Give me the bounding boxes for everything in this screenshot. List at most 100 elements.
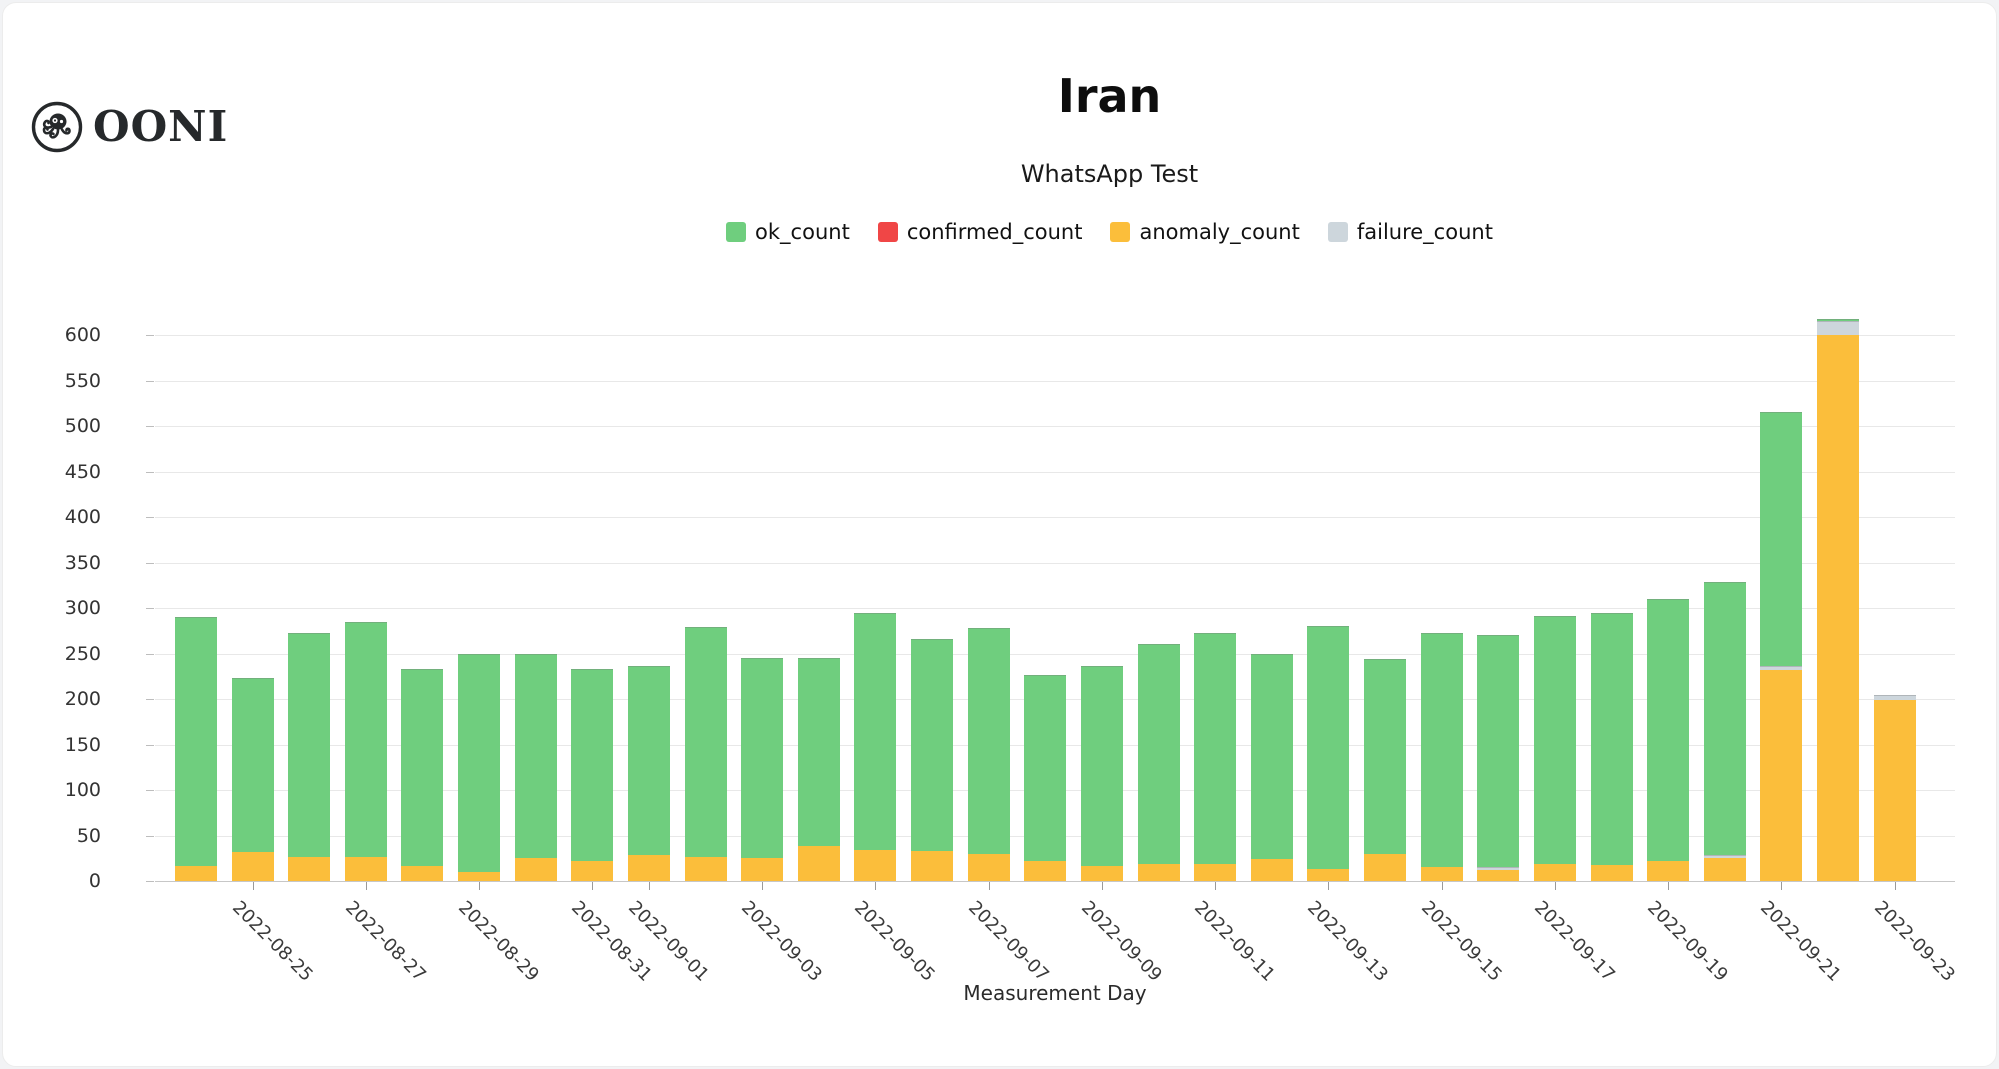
bar-2022-09-03-anomaly_count[interactable] (741, 858, 784, 881)
bar-2022-09-07-anomaly_count[interactable] (967, 853, 1010, 881)
bar-2022-09-14-ok_count[interactable] (1364, 658, 1407, 854)
y-axis-label-500: 500 (64, 415, 101, 437)
bar-2022-09-21-ok_count[interactable] (1760, 412, 1803, 667)
x-tick-2022-09-07 (988, 882, 990, 890)
legend-item-anomaly_count[interactable]: anomaly_count (1110, 220, 1300, 244)
x-axis-line (155, 881, 1955, 882)
bar-2022-09-17-ok_count[interactable] (1533, 616, 1576, 864)
y-tick-300 (146, 608, 154, 609)
bar-2022-09-10-anomaly_count[interactable] (1137, 863, 1180, 881)
gridline-550 (155, 380, 1955, 382)
bar-2022-08-29-ok_count[interactable] (458, 653, 501, 872)
bar-2022-09-13-ok_count[interactable] (1307, 626, 1350, 870)
bar-2022-08-24-anomaly_count[interactable] (175, 865, 217, 881)
bar-2022-09-18-ok_count[interactable] (1590, 612, 1633, 865)
x-tick-2022-09-13 (1328, 882, 1330, 890)
bar-2022-09-21-failure_count[interactable] (1760, 666, 1803, 670)
bar-2022-09-02-ok_count[interactable] (684, 627, 727, 858)
bar-2022-09-20-ok_count[interactable] (1703, 581, 1746, 855)
bar-2022-09-16-ok_count[interactable] (1477, 635, 1520, 868)
bar-2022-08-30-anomaly_count[interactable] (514, 858, 557, 881)
legend-item-failure_count[interactable]: failure_count (1327, 220, 1493, 244)
bar-2022-09-14-anomaly_count[interactable] (1364, 853, 1407, 881)
x-tick-2022-09-21 (1781, 882, 1783, 890)
bar-2022-09-19-anomaly_count[interactable] (1647, 860, 1690, 881)
bar-2022-09-22-failure_count[interactable] (1816, 321, 1859, 335)
bar-2022-09-11-anomaly_count[interactable] (1194, 863, 1237, 881)
bar-2022-09-05-ok_count[interactable] (854, 613, 897, 851)
legend-swatch-failure_count (1327, 221, 1348, 242)
bar-2022-08-26-anomaly_count[interactable] (288, 857, 331, 881)
bar-2022-08-25-anomaly_count[interactable] (231, 851, 274, 881)
bar-2022-09-17-anomaly_count[interactable] (1533, 863, 1576, 881)
gridline-400 (155, 517, 1955, 518)
bar-2022-09-23-failure_count[interactable] (1873, 695, 1916, 700)
bar-2022-09-23-anomaly_count[interactable] (1873, 699, 1916, 881)
bar-2022-09-20-failure_count[interactable] (1703, 854, 1746, 859)
bar-2022-08-30-ok_count[interactable] (514, 653, 557, 859)
bar-2022-09-11-ok_count[interactable] (1194, 632, 1237, 864)
bar-2022-09-01-anomaly_count[interactable] (627, 854, 670, 881)
legend: ok_count confirmed_count anomaly_count fail… (223, 220, 1996, 244)
bar-2022-09-09-anomaly_count[interactable] (1080, 865, 1123, 881)
bar-2022-08-27-anomaly_count[interactable] (344, 857, 387, 881)
bar-2022-09-06-ok_count[interactable] (911, 638, 954, 851)
bar-2022-09-06-anomaly_count[interactable] (911, 850, 954, 881)
bar-2022-09-16-anomaly_count[interactable] (1477, 870, 1520, 881)
x-axis-label-2022-09-19: 2022-09-19 (1643, 897, 1733, 986)
bar-2022-08-29-anomaly_count[interactable] (458, 871, 501, 881)
bar-2022-09-15-anomaly_count[interactable] (1420, 867, 1463, 881)
chart-header: Iran WhatsApp Test ok_count confirmed_cou… (223, 3, 1996, 244)
bar-2022-08-28-anomaly_count[interactable] (401, 865, 444, 881)
y-axis-label-50: 50 (76, 824, 101, 847)
bar-2022-08-27-ok_count[interactable] (344, 621, 387, 858)
x-tick-2022-08-29 (479, 882, 481, 890)
x-axis-label-2022-09-13: 2022-09-13 (1303, 897, 1393, 986)
bar-2022-09-08-anomaly_count[interactable] (1024, 860, 1067, 881)
bar-2022-08-26-ok_count[interactable] (288, 632, 331, 858)
y-axis-label-300: 300 (64, 597, 101, 619)
legend-item-ok_count[interactable]: ok_count (726, 220, 850, 244)
x-tick-2022-08-27 (365, 882, 367, 890)
bar-2022-09-02-anomaly_count[interactable] (684, 857, 727, 881)
gridline-300 (155, 608, 1955, 609)
bar-2022-09-05-anomaly_count[interactable] (854, 850, 897, 881)
chart-title: Iran (1057, 69, 1162, 123)
bar-2022-09-22-ok_count[interactable] (1816, 318, 1859, 322)
bar-2022-09-15-ok_count[interactable] (1420, 633, 1463, 868)
bar-2022-09-08-ok_count[interactable] (1024, 675, 1067, 861)
bar-2022-09-21-anomaly_count[interactable] (1760, 669, 1803, 881)
bar-2022-09-03-ok_count[interactable] (741, 658, 784, 859)
bar-2022-09-19-ok_count[interactable] (1647, 598, 1690, 861)
bar-2022-08-25-ok_count[interactable] (231, 678, 274, 852)
legend-item-confirmed_count[interactable]: confirmed_count (877, 220, 1082, 244)
bar-2022-09-01-ok_count[interactable] (627, 666, 670, 855)
bar-2022-08-24-ok_count[interactable] (175, 617, 217, 866)
x-tick-2022-09-15 (1441, 882, 1443, 890)
x-axis-label-2022-09-05: 2022-09-05 (850, 897, 940, 986)
bar-2022-09-16-failure_count[interactable] (1477, 867, 1520, 871)
bar-2022-09-20-anomaly_count[interactable] (1703, 858, 1746, 881)
x-axis-label-2022-08-29: 2022-08-29 (454, 897, 544, 986)
bar-2022-09-04-anomaly_count[interactable] (797, 845, 840, 881)
y-axis-label-250: 250 (64, 642, 101, 665)
x-axis-label-2022-09-21: 2022-09-21 (1756, 897, 1846, 986)
bar-2022-09-04-ok_count[interactable] (797, 658, 840, 846)
bar-2022-09-09-ok_count[interactable] (1080, 666, 1123, 866)
y-tick-150 (146, 744, 154, 746)
bar-2022-09-10-ok_count[interactable] (1137, 644, 1180, 864)
bar-2022-09-13-anomaly_count[interactable] (1307, 869, 1350, 881)
bar-2022-08-31-ok_count[interactable] (571, 668, 614, 861)
bar-2022-09-18-anomaly_count[interactable] (1590, 864, 1633, 881)
bar-2022-09-12-ok_count[interactable] (1250, 653, 1293, 860)
y-axis-label-0: 0 (88, 870, 101, 892)
x-tick-2022-09-23 (1894, 882, 1896, 890)
bar-2022-08-31-anomaly_count[interactable] (571, 860, 614, 881)
bar-2022-09-07-ok_count[interactable] (967, 628, 1010, 854)
bar-2022-08-28-ok_count[interactable] (401, 668, 444, 866)
bar-2022-09-12-anomaly_count[interactable] (1250, 859, 1293, 881)
x-axis-label-2022-08-27: 2022-08-27 (341, 897, 430, 986)
bar-2022-09-22-anomaly_count[interactable] (1816, 335, 1859, 881)
